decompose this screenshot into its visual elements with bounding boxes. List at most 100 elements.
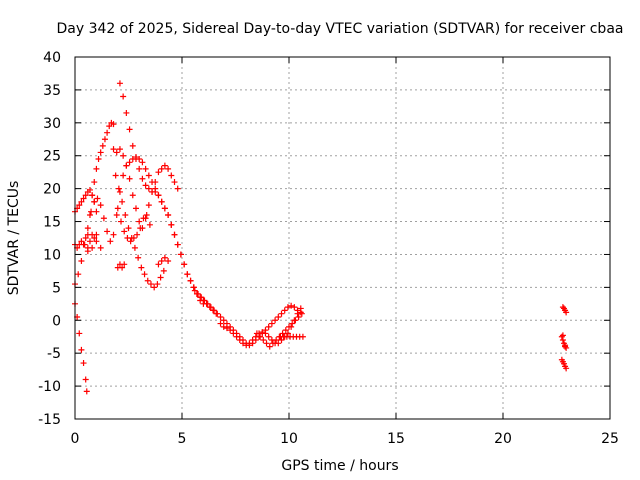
data-point — [265, 323, 272, 330]
data-point — [563, 365, 570, 372]
data-point — [78, 238, 85, 245]
data-point — [263, 340, 270, 347]
y-tick-label: 10 — [43, 247, 61, 263]
data-point — [259, 329, 266, 336]
data-point — [93, 208, 100, 215]
data-point — [265, 333, 272, 340]
series-arc-o — [253, 310, 305, 350]
series-arc-s — [558, 356, 570, 372]
data-point — [165, 258, 172, 265]
data-point — [119, 198, 126, 205]
data-point — [158, 258, 165, 265]
data-point — [86, 211, 93, 218]
data-point — [217, 320, 224, 327]
data-point — [82, 235, 89, 241]
y-tick-label: 15 — [43, 215, 61, 231]
data-point — [75, 271, 82, 278]
data-point — [80, 360, 87, 367]
data-point — [113, 211, 120, 218]
data-point — [80, 195, 87, 202]
y-tick-label: -15 — [38, 412, 61, 428]
data-point — [195, 290, 202, 297]
data-point — [143, 211, 150, 218]
data-point — [284, 304, 291, 311]
data-point — [559, 332, 566, 339]
data-point — [559, 304, 566, 311]
data-point — [95, 156, 102, 163]
data-point — [120, 172, 127, 179]
series-arc-r — [558, 332, 570, 351]
data-point — [187, 277, 194, 284]
data-point — [145, 185, 152, 192]
data-point — [94, 195, 101, 202]
data-point — [233, 333, 240, 340]
y-tick-label: 25 — [43, 149, 61, 165]
data-point — [125, 225, 132, 232]
data-point — [286, 323, 292, 330]
data-point — [91, 235, 98, 241]
data-point — [132, 156, 139, 163]
series-arc-b — [72, 186, 100, 215]
data-point — [191, 287, 198, 294]
data-point — [91, 198, 98, 205]
data-point — [268, 320, 275, 327]
data-point — [91, 179, 98, 186]
data-point — [181, 261, 188, 268]
data-point — [121, 228, 128, 235]
data-point — [563, 309, 570, 316]
x-tick-label: 10 — [280, 431, 298, 447]
y-tick-label: 20 — [43, 182, 61, 198]
data-point — [145, 202, 152, 209]
series-arc-a — [72, 300, 90, 395]
data-point — [155, 192, 162, 199]
data-point — [220, 323, 227, 330]
y-tick-label: 0 — [52, 313, 61, 329]
data-point — [78, 198, 85, 205]
data-point — [278, 310, 285, 317]
data-point — [149, 188, 156, 195]
data-point — [161, 162, 168, 169]
data-point — [116, 146, 123, 153]
data-point — [161, 205, 168, 212]
data-point — [106, 123, 113, 130]
data-point — [217, 313, 224, 320]
data-point — [89, 244, 96, 251]
data-point — [93, 238, 100, 245]
data-point — [84, 225, 91, 232]
data-point — [239, 340, 246, 347]
data-point — [124, 235, 131, 241]
data-point — [249, 337, 256, 344]
data-point — [204, 300, 211, 307]
data-point — [116, 188, 123, 195]
data-point — [146, 221, 153, 228]
data-point — [142, 182, 149, 189]
data-point — [168, 221, 175, 228]
data-point — [161, 254, 168, 261]
y-tick-label: -10 — [38, 379, 61, 395]
data-point — [147, 281, 154, 288]
data-marks — [72, 80, 570, 395]
data-point — [292, 317, 299, 324]
data-point — [120, 93, 127, 100]
data-point — [223, 325, 230, 332]
data-point — [116, 80, 123, 87]
grid-lines — [75, 57, 610, 419]
series-arc-i — [112, 172, 167, 291]
data-point — [126, 175, 133, 182]
data-point — [558, 333, 565, 340]
data-point — [291, 304, 298, 311]
data-point — [89, 192, 96, 199]
data-point — [243, 342, 250, 349]
data-point — [129, 142, 136, 149]
data-point — [289, 320, 296, 327]
data-point — [83, 388, 90, 395]
data-point — [563, 344, 570, 351]
data-point — [236, 337, 243, 344]
data-point — [157, 274, 164, 281]
data-point — [93, 165, 100, 172]
data-point — [110, 231, 117, 238]
data-point — [144, 277, 151, 284]
data-point — [201, 297, 208, 304]
data-point — [76, 330, 83, 337]
